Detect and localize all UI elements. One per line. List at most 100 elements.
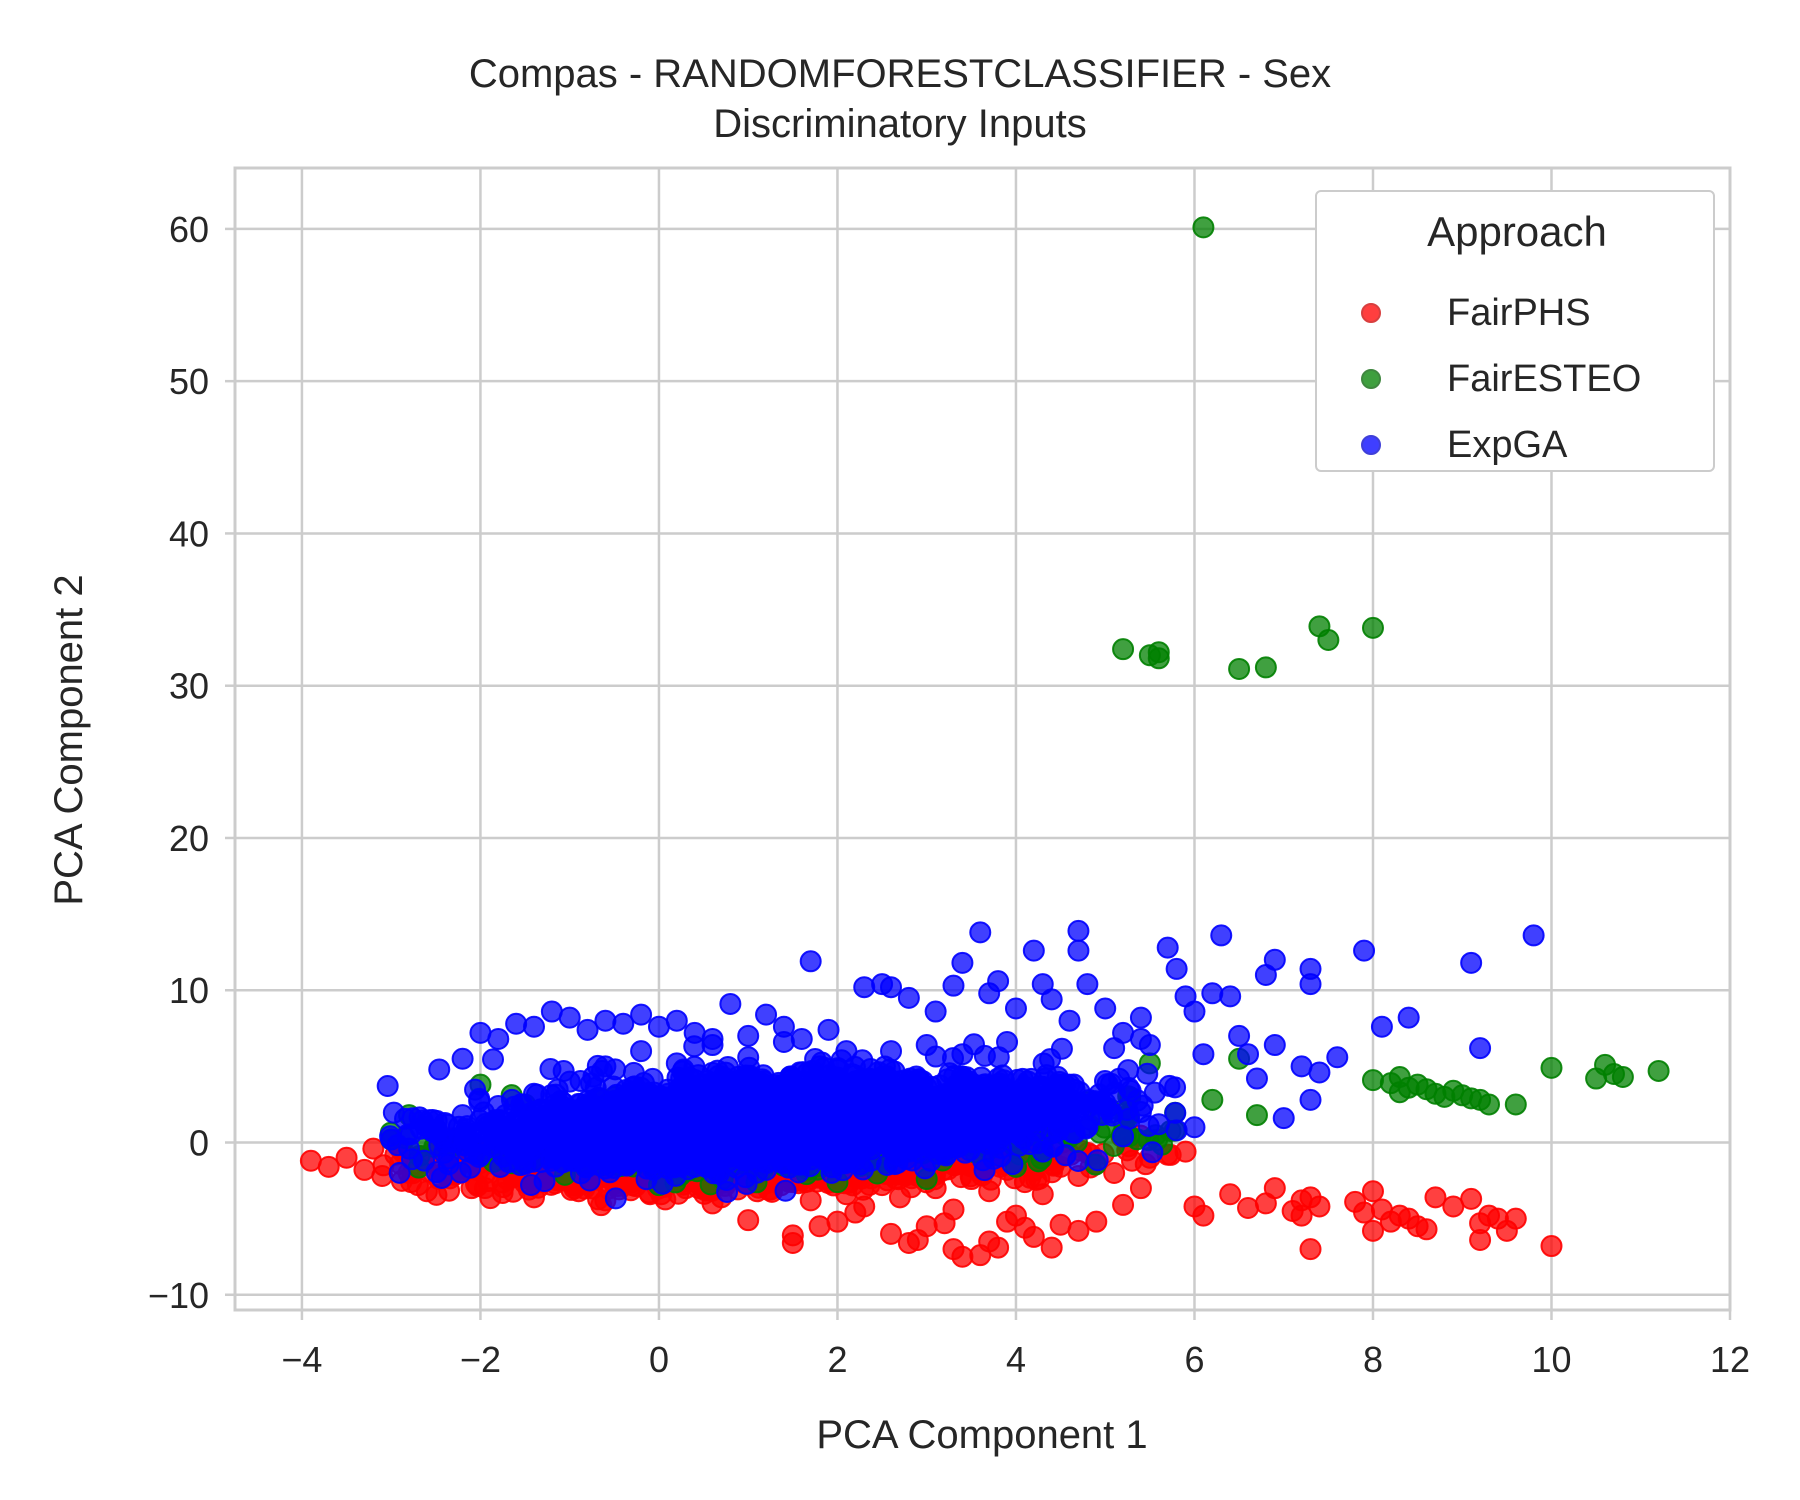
x-tick-label: 6: [1184, 1339, 1204, 1380]
fairesteo-point: [1228, 657, 1251, 680]
fairphs-point: [826, 1210, 849, 1233]
expga-point: [913, 1157, 936, 1180]
fairphs-point: [737, 1209, 760, 1232]
fairphs-point: [1040, 1236, 1063, 1259]
fairphs-point: [415, 1180, 438, 1203]
fairesteo-point: [1112, 638, 1135, 661]
expga-point: [376, 1075, 399, 1098]
fairphs-point: [1361, 1219, 1384, 1242]
fairphs-point: [1424, 1186, 1447, 1209]
expga-point: [425, 1161, 448, 1184]
y-tick-label: 10: [169, 970, 209, 1011]
fairesteo-point: [1504, 1093, 1527, 1116]
expga-point: [774, 1179, 797, 1202]
expga-point: [643, 1138, 666, 1161]
fairphs-point: [1121, 1149, 1143, 1172]
fairesteo-point: [1147, 647, 1170, 670]
fairphs-point: [1085, 1210, 1108, 1233]
x-tick-label: −4: [281, 1339, 322, 1380]
expga-point: [394, 1107, 417, 1130]
fairphs-point: [1031, 1183, 1054, 1206]
x-tick-label: 4: [1006, 1339, 1026, 1380]
fairphs-point: [880, 1222, 903, 1245]
fairesteo-point: [1361, 616, 1384, 639]
expga-point: [1164, 1076, 1187, 1099]
expga-point: [552, 1092, 575, 1115]
fairphs-point: [1540, 1235, 1563, 1258]
chart-subtitle: Discriminatory Inputs: [713, 102, 1087, 146]
fairphs-point: [1290, 1204, 1313, 1227]
expga-point: [973, 1159, 996, 1182]
fairphs-point: [362, 1137, 385, 1160]
y-tick-label: 30: [169, 666, 209, 707]
fairphs-point: [808, 1215, 831, 1238]
expga-point: [678, 1066, 701, 1089]
fairphs-point: [1174, 1140, 1197, 1163]
expga-point: [468, 1090, 491, 1113]
fairesteo-point: [1611, 1066, 1634, 1089]
expga-point: [1033, 1067, 1056, 1090]
expga-point: [567, 1147, 590, 1170]
x-tick-label: 0: [649, 1339, 669, 1380]
expga-point: [482, 1048, 505, 1071]
fairphs-point: [1353, 1201, 1376, 1224]
expga-point: [428, 1058, 451, 1081]
expga-point: [1141, 1141, 1164, 1164]
fairphs-point: [1460, 1187, 1483, 1210]
expga-point: [714, 1061, 737, 1084]
y-tick-label: 0: [189, 1123, 209, 1164]
fairphs-point: [1237, 1196, 1260, 1219]
fairphs-point: [1361, 1180, 1384, 1203]
fairphs-point: [1504, 1207, 1527, 1230]
chart-title: Compas - RANDOMFORESTCLASSIFIER - Sex: [468, 52, 1332, 96]
fairphs-point: [1103, 1161, 1126, 1184]
fairphs-point: [987, 1236, 1010, 1259]
expga-point: [604, 1187, 627, 1210]
fairphs-point: [799, 1189, 822, 1212]
fairphs-point: [1263, 1177, 1286, 1200]
fairphs-point: [1299, 1238, 1322, 1261]
plot-frame: [233, 166, 1732, 1312]
fairphs-point: [1112, 1193, 1135, 1216]
fairphs-point: [1129, 1177, 1152, 1200]
y-tick-label: 60: [169, 209, 209, 250]
tick-labels: −4 −2 0 2 4 6 8 10 12 −10 0 10 20 30 40 50 60: [148, 209, 1750, 1380]
fairesteo-point: [1201, 1088, 1224, 1111]
fairphs-point: [978, 1180, 1001, 1203]
x-tick-label: 2: [827, 1339, 847, 1380]
fairphs-point: [1022, 1225, 1045, 1248]
x-tick-label: 8: [1363, 1339, 1383, 1380]
expga-point: [716, 1180, 739, 1203]
y-tick-label: 20: [169, 818, 209, 859]
fairphs-point: [1469, 1228, 1492, 1251]
expga-point: [787, 1161, 810, 1184]
fairesteo-point: [1317, 629, 1340, 652]
fairphs-point: [1308, 1195, 1331, 1218]
data-points: [299, 216, 1670, 1268]
fairphs-point: [1219, 1183, 1242, 1206]
x-tick-label: 12: [1710, 1339, 1750, 1380]
expga-point: [533, 1170, 556, 1193]
fairphs-point: [844, 1201, 867, 1224]
y-tick-label: 40: [169, 513, 209, 554]
fairphs-point: [1192, 1204, 1215, 1227]
x-tick-label: 10: [1531, 1339, 1571, 1380]
fairesteo-point: [1647, 1059, 1670, 1082]
fairesteo-point: [1478, 1093, 1501, 1116]
expga-point: [1050, 1037, 1073, 1060]
fairesteo-point: [1254, 656, 1277, 679]
fairphs-point: [1415, 1218, 1438, 1241]
fairesteo-point: [1361, 1069, 1384, 1092]
x-tick-label: −2: [460, 1339, 501, 1380]
fairphs-point: [335, 1146, 358, 1169]
y-tick-label: 50: [169, 361, 209, 402]
expga-point: [651, 1172, 674, 1195]
y-tick-label: −10: [148, 1275, 209, 1316]
fairphs-point: [888, 1186, 911, 1209]
fairphs-point: [1067, 1219, 1090, 1242]
expga-point: [876, 1153, 899, 1176]
expga-point: [1136, 1062, 1159, 1085]
expga-point: [1143, 1081, 1166, 1104]
fairphs-point: [933, 1212, 956, 1235]
